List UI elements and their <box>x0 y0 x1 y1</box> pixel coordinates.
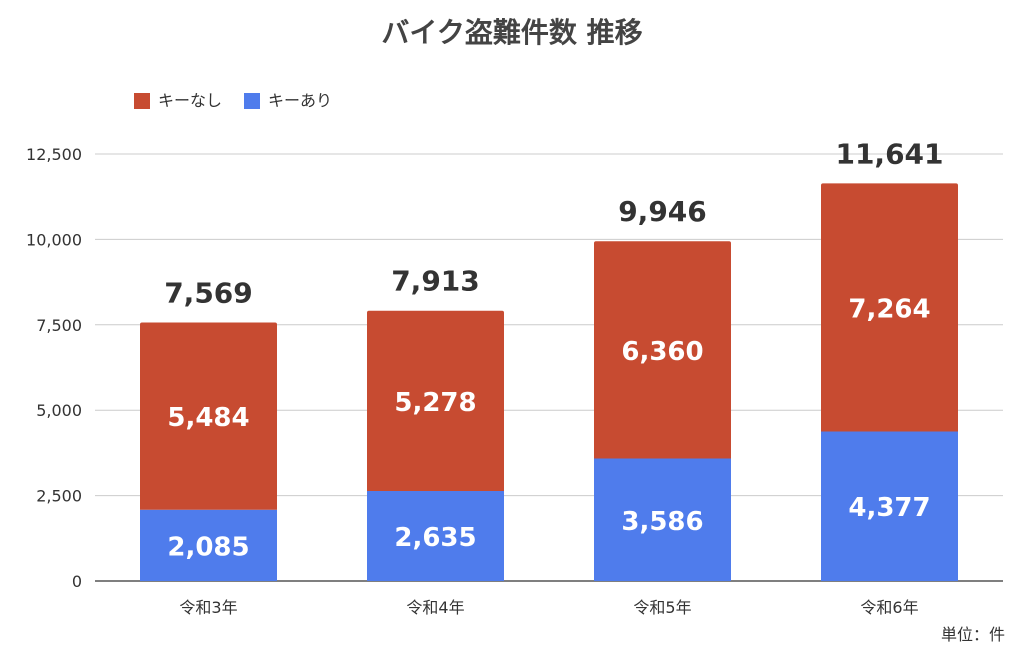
segment-value-label: 2,085 <box>167 532 249 562</box>
total-value-label: 11,641 <box>835 137 943 170</box>
legend-label-key-none: キーなし <box>158 91 222 110</box>
y-tick-label: 5,000 <box>36 401 82 420</box>
segment-value-label: 2,635 <box>394 523 476 553</box>
y-tick-label: 0 <box>72 572 82 591</box>
segment-value-label: 3,586 <box>621 507 703 537</box>
x-axis-ticks: 令和3年 令和4年 令和5年 令和6年 <box>179 598 918 617</box>
segment-value-label: 4,377 <box>848 493 930 523</box>
y-tick-label: 10,000 <box>26 230 82 249</box>
total-value-label: 9,946 <box>618 195 707 228</box>
x-tick-label: 令和4年 <box>406 598 464 617</box>
legend-swatch-key-present <box>244 93 260 109</box>
bar-segment <box>821 183 958 432</box>
total-value-label: 7,913 <box>391 265 480 298</box>
segment-value-label: 7,264 <box>848 294 930 324</box>
x-tick-label: 令和6年 <box>860 598 918 617</box>
bar-segment <box>594 458 731 581</box>
bar-segment <box>821 431 958 581</box>
y-tick-label: 7,500 <box>36 316 82 335</box>
data-labels: 2,085 5,484 7,569 2,635 5,278 7,913 3,586 6,360… <box>164 137 943 562</box>
segment-value-label: 5,278 <box>394 388 476 418</box>
chart-title: バイク盗難件数 推移 <box>381 16 642 49</box>
y-axis-ticks: 0 2,500 5,000 7,500 10,000 12,500 <box>26 145 82 591</box>
bar-segment <box>367 490 504 581</box>
legend: キーなし キーあり <box>134 91 332 110</box>
bar-segment <box>140 322 277 510</box>
y-tick-label: 12,500 <box>26 145 82 164</box>
total-value-label: 7,569 <box>164 276 253 309</box>
bar-segment <box>140 509 277 581</box>
bar-segment <box>594 241 731 459</box>
bars <box>140 183 958 581</box>
bar-segment <box>367 310 504 491</box>
segment-value-label: 5,484 <box>167 403 249 433</box>
x-tick-label: 令和3年 <box>179 598 237 617</box>
unit-note: 単位：件 <box>941 625 1005 644</box>
x-tick-label: 令和5年 <box>633 598 691 617</box>
legend-swatch-key-none <box>134 93 150 109</box>
y-tick-label: 2,500 <box>36 487 82 506</box>
segment-value-label: 6,360 <box>621 337 703 367</box>
legend-label-key-present: キーあり <box>268 91 332 110</box>
